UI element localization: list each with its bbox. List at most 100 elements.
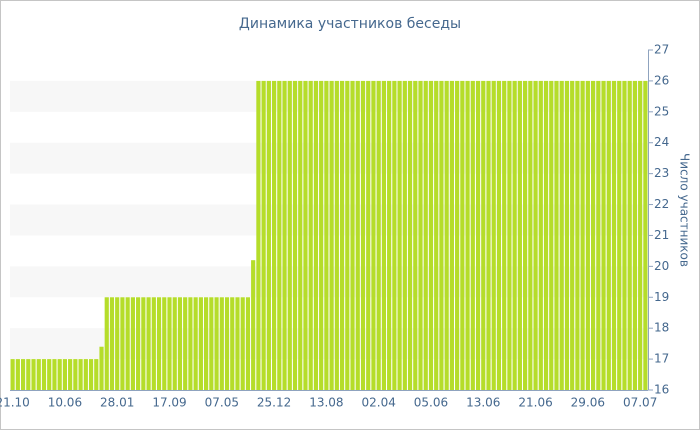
bar bbox=[543, 80, 549, 390]
bar bbox=[434, 80, 439, 390]
bar bbox=[193, 297, 198, 390]
bar bbox=[345, 80, 350, 390]
y-tick-label: 26 bbox=[654, 73, 669, 87]
bar bbox=[523, 80, 528, 390]
bar bbox=[407, 80, 413, 390]
bar bbox=[282, 80, 287, 390]
bar bbox=[47, 359, 52, 390]
bar bbox=[151, 297, 156, 390]
bar bbox=[78, 359, 83, 390]
x-tick-label: 02.04 bbox=[362, 396, 396, 410]
bar bbox=[418, 80, 423, 390]
bar bbox=[329, 80, 334, 390]
y-tick-label: 18 bbox=[654, 321, 669, 335]
bar bbox=[622, 80, 627, 390]
bar bbox=[334, 80, 339, 390]
bar bbox=[606, 80, 611, 390]
bar bbox=[240, 297, 245, 390]
bar bbox=[183, 297, 188, 390]
bar bbox=[20, 359, 26, 390]
bar bbox=[528, 80, 533, 390]
y-tick-label: 22 bbox=[654, 197, 669, 211]
bar bbox=[224, 297, 230, 390]
bar bbox=[198, 297, 203, 390]
bar bbox=[512, 80, 517, 390]
bar bbox=[486, 80, 491, 390]
bar bbox=[52, 359, 57, 390]
bar bbox=[570, 80, 575, 390]
bar bbox=[115, 297, 120, 390]
y-tick-label: 23 bbox=[654, 166, 669, 180]
bar bbox=[209, 297, 214, 390]
bar bbox=[366, 80, 371, 390]
bar bbox=[214, 297, 219, 390]
x-tick-label: 25.12 bbox=[257, 396, 291, 410]
bar bbox=[130, 297, 135, 390]
bar bbox=[449, 80, 454, 390]
x-tick-label: 21.06 bbox=[518, 396, 552, 410]
x-tick-label: 13.08 bbox=[309, 396, 343, 410]
bar bbox=[455, 80, 460, 390]
bar bbox=[533, 80, 538, 390]
bar bbox=[109, 297, 115, 390]
bar bbox=[162, 297, 167, 390]
y-tick-label: 17 bbox=[654, 352, 669, 366]
bar bbox=[444, 80, 449, 390]
y-axis-label: Число участников bbox=[678, 153, 692, 267]
bar bbox=[643, 80, 648, 390]
bar bbox=[627, 80, 632, 390]
bar bbox=[230, 297, 235, 390]
x-tick-label: 28.01 bbox=[100, 396, 134, 410]
bar bbox=[481, 80, 486, 390]
x-tick-label: 17.09 bbox=[152, 396, 186, 410]
bar bbox=[99, 346, 104, 390]
bar bbox=[120, 297, 125, 390]
bar bbox=[219, 297, 224, 390]
y-tick-label: 19 bbox=[654, 290, 669, 304]
y-tick-label: 21 bbox=[654, 228, 669, 242]
bar bbox=[580, 80, 585, 390]
bar bbox=[256, 80, 261, 390]
bar bbox=[204, 297, 209, 390]
bar bbox=[88, 359, 94, 390]
y-tick-label: 16 bbox=[654, 383, 669, 397]
bar bbox=[31, 359, 36, 390]
x-tick-label: 07.05 bbox=[205, 396, 239, 410]
bar bbox=[611, 80, 617, 390]
y-tick-label: 27 bbox=[654, 43, 669, 57]
bar bbox=[292, 80, 298, 390]
bar bbox=[402, 80, 407, 390]
y-tick-label: 20 bbox=[654, 259, 669, 273]
bar bbox=[136, 297, 141, 390]
bar bbox=[324, 80, 329, 390]
bar bbox=[298, 80, 303, 390]
bar bbox=[549, 80, 554, 390]
bar bbox=[62, 359, 68, 390]
x-tick-label: 21.10 bbox=[0, 396, 30, 410]
bar bbox=[36, 359, 41, 390]
bar bbox=[496, 80, 502, 390]
bar bbox=[564, 80, 570, 390]
bar bbox=[339, 80, 345, 390]
x-tick-label: 05.06 bbox=[414, 396, 448, 410]
bar bbox=[251, 260, 256, 390]
bar bbox=[73, 359, 78, 390]
bar bbox=[475, 80, 481, 390]
bar bbox=[371, 80, 376, 390]
bar bbox=[104, 297, 109, 390]
bar bbox=[83, 359, 88, 390]
bar bbox=[146, 297, 151, 390]
bar bbox=[277, 80, 282, 390]
bar bbox=[94, 359, 99, 390]
bar bbox=[617, 80, 622, 390]
bar bbox=[125, 297, 130, 390]
bar bbox=[167, 297, 172, 390]
x-tick-label: 07.07 bbox=[623, 396, 657, 410]
bar bbox=[41, 359, 47, 390]
bar bbox=[188, 297, 193, 390]
bar bbox=[460, 80, 465, 390]
bar bbox=[507, 80, 512, 390]
bar bbox=[538, 80, 543, 390]
bar bbox=[376, 80, 381, 390]
